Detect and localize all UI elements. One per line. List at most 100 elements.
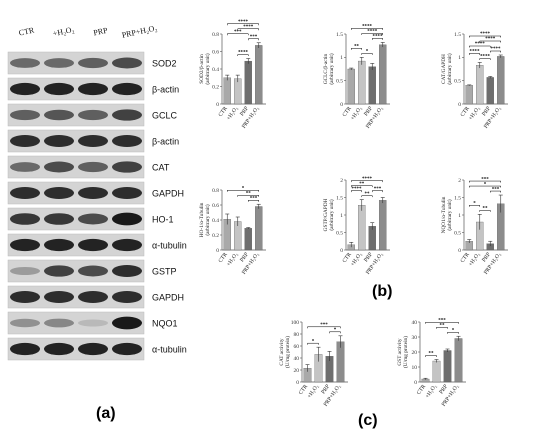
category-label: PRP	[439, 384, 450, 396]
significance-label: ***	[438, 318, 446, 323]
blot-band	[78, 135, 108, 147]
bar	[443, 350, 452, 383]
blot-band	[44, 265, 74, 277]
blot-band	[112, 109, 142, 121]
blot-band	[44, 291, 74, 303]
y-tick-label: 1.5	[336, 32, 343, 38]
blot-band	[78, 109, 108, 121]
y-tick-label: 1	[458, 213, 461, 219]
blot-band	[78, 291, 108, 303]
bar	[454, 338, 463, 383]
y-tick-label: 2	[458, 178, 461, 184]
category-label: CTR	[298, 383, 309, 396]
chart-2: 0 0.5 1 1.5 GCLC/β-actin(arbitrary unit) CTR+…	[323, 25, 390, 130]
significance-bracket	[329, 331, 341, 334]
category-label: +H₂O₂	[350, 106, 364, 122]
blot-band	[10, 238, 40, 252]
significance-bracket	[307, 342, 319, 345]
y-tick-label: 1	[340, 55, 343, 61]
significance-label: ****	[475, 42, 486, 47]
blot-row-label: GAPDH	[152, 189, 184, 199]
y-axis-label-line: GCLC/β-actin	[323, 53, 329, 84]
significance-bracket	[248, 200, 259, 202]
category-label: +H₂O₂	[468, 106, 482, 122]
y-tick-label: 0	[216, 102, 219, 108]
y-axis-label-line: CAT activity	[279, 338, 285, 365]
bar	[255, 45, 263, 105]
category-label: +H₂O₂	[226, 252, 240, 268]
category-label: CTR	[416, 383, 427, 396]
bar	[379, 44, 387, 105]
significance-label: ****	[491, 47, 502, 52]
y-tick-label: 0.5	[454, 230, 461, 236]
significance-bracket	[469, 185, 501, 188]
category-label: PRP	[239, 106, 250, 118]
y-tick-label: 1.5	[454, 195, 461, 201]
chart-6: 0 0.5 1 1.5 2 NQO1/α-Tubulin(arbitrary unit) C…	[441, 177, 508, 276]
significance-label: *	[334, 328, 337, 333]
significance-label: ****	[238, 51, 249, 56]
blot-band	[10, 291, 40, 303]
chart-5: 0 0.5 1 1.5 2 GSTP/GAPDH(arbitrary unit) CTR+H…	[323, 177, 390, 276]
blot-band	[112, 57, 142, 69]
significance-bracket	[372, 190, 383, 193]
y-tick-label: 80	[294, 332, 300, 338]
y-axis-label-line: GST activity	[397, 338, 403, 365]
bar	[368, 66, 376, 105]
significance-label: ****	[367, 30, 378, 35]
category-label: CTR	[218, 251, 229, 264]
significance-label: *	[242, 186, 245, 191]
y-tick-label: 0.6	[212, 49, 219, 55]
significance-bracket	[237, 28, 259, 31]
significance-bracket	[351, 190, 362, 193]
bar	[223, 77, 231, 105]
blot-band	[112, 187, 142, 199]
category-label: PRP	[363, 106, 374, 118]
blot-strip	[7, 233, 145, 257]
chart-3: 0 0.5 1 1.5 CAT/GAPDH(arbitrary unit) CTR+H₂O…	[441, 32, 508, 130]
blot-band	[10, 109, 40, 121]
y-tick-label: 1.5	[336, 195, 343, 201]
significance-label: ****	[362, 25, 373, 30]
y-tick-label: 10	[412, 365, 418, 371]
significance-label: ****	[238, 20, 249, 25]
blot-band	[10, 187, 40, 199]
y-axis-label-line: GSTP/GAPDH	[323, 198, 329, 231]
bar	[476, 65, 484, 105]
y-tick-label: 40	[294, 356, 300, 362]
blot-band	[44, 135, 74, 147]
y-axis-label-line: HO-1/α-Tubulin	[199, 202, 205, 237]
blot-strip	[7, 285, 145, 309]
significance-bracket	[361, 33, 383, 35]
significance-bracket	[436, 327, 448, 329]
significance-bracket	[227, 190, 259, 192]
significance-bracket	[479, 40, 501, 43]
significance-label: ***	[234, 30, 242, 35]
blot-band	[112, 238, 142, 252]
significance-label: ***	[492, 187, 500, 192]
blot-band	[10, 213, 40, 225]
y-tick-label: 40	[412, 320, 418, 326]
significance-bracket	[469, 35, 501, 38]
y-tick-label: 0	[340, 248, 343, 254]
y-axis-label-line: (U/mg protein)	[402, 336, 409, 368]
blot-strip	[7, 155, 145, 179]
blot-band	[112, 212, 142, 226]
western-blot-panel: CTR +H₂O₂ PRP PRP+H₂O₂ SOD2 β-actin GCLC β-acti…	[7, 23, 187, 361]
blot-row-label: β-actin	[152, 137, 179, 147]
significance-bracket	[248, 38, 259, 41]
panel-label-b: (b)	[372, 283, 392, 300]
lane-header: PRP+H₂O₂	[121, 23, 158, 39]
y-axis-label-line: (U/mg protein)	[284, 336, 291, 368]
y-tick-label: 0.2	[212, 84, 219, 90]
y-tick-label: 0.5	[336, 78, 343, 84]
blot-band	[78, 342, 108, 356]
category-label: +H₂O₂	[307, 384, 321, 400]
y-tick-label: 0	[458, 102, 461, 108]
significance-bracket	[469, 205, 480, 207]
blot-band	[78, 187, 108, 199]
blot-strip	[7, 207, 145, 231]
y-axis-label-line: (arbitrary unit)	[204, 53, 211, 85]
